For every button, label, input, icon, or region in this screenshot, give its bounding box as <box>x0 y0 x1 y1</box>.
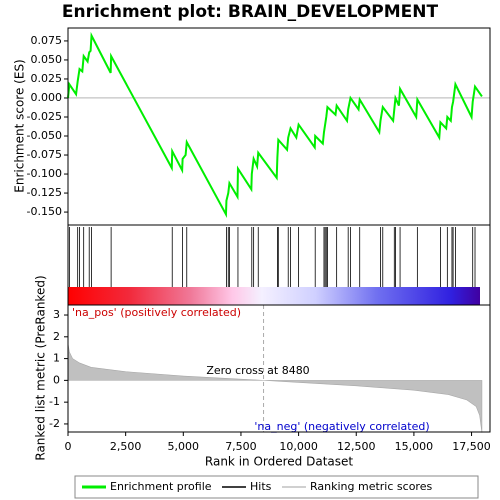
y-tick-label: 0.050 <box>31 53 63 66</box>
legend-label: Enrichment profile <box>110 480 212 493</box>
annotation: Zero cross at 8480 <box>206 364 309 377</box>
enrichment-profile <box>67 31 483 219</box>
panel-frame <box>67 304 491 433</box>
x-tick-label: 12,500 <box>337 440 376 453</box>
y2-axis-label: Ranked list metric (PreRanked) <box>34 275 48 460</box>
y-tick-label: -0.075 <box>27 148 62 161</box>
y-tick-label: -0.050 <box>27 129 62 142</box>
y-axis-label: Enrichment score (ES) <box>13 59 27 192</box>
legend-label: Hits <box>250 480 272 493</box>
y-tick-label: -0.150 <box>27 205 62 218</box>
color-bar <box>68 287 480 305</box>
y2-tick-label: -2 <box>49 417 60 430</box>
annotation: 'na_pos' (positively correlated) <box>72 306 241 319</box>
x-axis-label: Rank in Ordered Dataset <box>205 455 353 469</box>
x-tick-label: 5,000 <box>168 440 200 453</box>
y2-tick-label: 0 <box>53 373 60 386</box>
legend-box <box>74 475 479 499</box>
y-tick-label: -0.125 <box>27 186 62 199</box>
x-tick-label: 15,000 <box>395 440 434 453</box>
y2-tick-label: 2 <box>53 330 60 343</box>
y-tick-label: -0.025 <box>27 110 62 123</box>
x-tick-label: 2,500 <box>110 440 142 453</box>
x-tick-label: 10,000 <box>279 440 318 453</box>
x-tick-label: 17,500 <box>452 440 491 453</box>
y-tick-label: 0.000 <box>31 91 63 104</box>
y-tick-label: 0.075 <box>31 34 63 47</box>
legend-label: Ranking metric scores <box>310 480 432 493</box>
y-tick-label: 0.025 <box>31 72 63 85</box>
y-tick-label: -0.100 <box>27 167 62 180</box>
y2-tick-label: 1 <box>53 352 60 365</box>
x-tick-label: 0 <box>65 440 72 453</box>
chart-title: Enrichment plot: BRAIN_DEVELOPMENT <box>62 2 439 22</box>
y2-tick-label: 3 <box>53 308 60 321</box>
ranking-metric-area <box>67 343 483 433</box>
annotation: 'na_neg' (negatively correlated) <box>254 420 429 433</box>
x-tick-label: 7,500 <box>225 440 257 453</box>
y2-tick-label: -1 <box>49 395 60 408</box>
